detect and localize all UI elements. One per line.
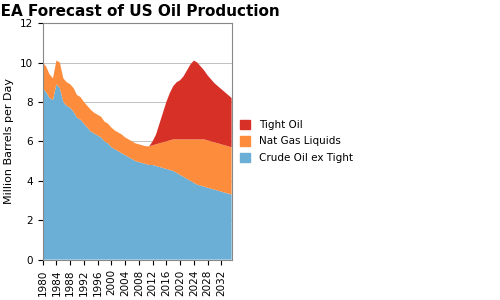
Legend: Tight Oil, Nat Gas Liquids, Crude Oil ex Tight: Tight Oil, Nat Gas Liquids, Crude Oil ex… <box>237 117 356 166</box>
Y-axis label: Million Barrels per Day: Million Barrels per Day <box>4 78 14 204</box>
Title: IEA Forecast of US Oil Production: IEA Forecast of US Oil Production <box>0 4 280 19</box>
